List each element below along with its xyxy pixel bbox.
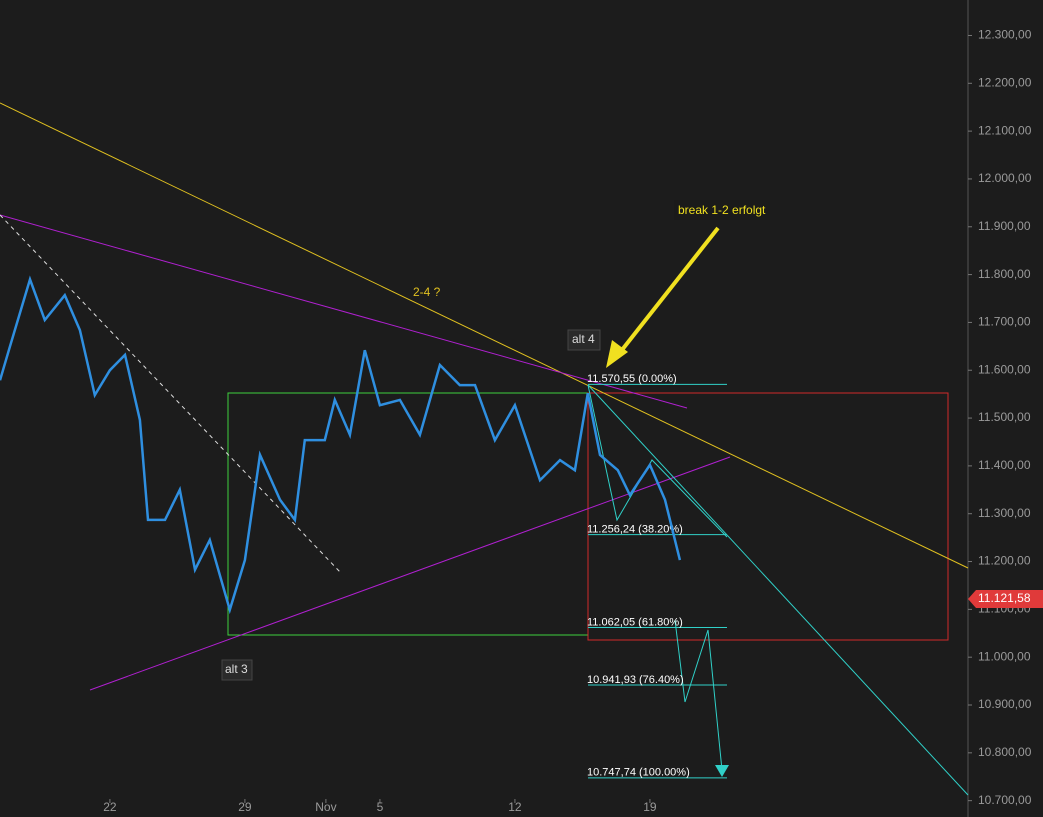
y-tick-label: 10.900,00 [978,697,1032,711]
y-tick-label: 12.000,00 [978,171,1032,185]
annotation: alt 3 [225,662,248,676]
y-tick-label: 11.600,00 [978,362,1031,376]
y-tick-label: 12.200,00 [978,75,1032,89]
y-tick-label: 11.700,00 [978,315,1031,329]
fib-label: 10.747,74 (100.00%) [587,767,690,779]
arrow-head [606,340,628,368]
annotation-box [567,329,601,351]
red-box [587,392,949,641]
arrow [616,226,720,357]
y-tick-label: 11.000,00 [978,649,1031,663]
x-tick-label: Nov [315,800,336,814]
y-tick-label: 12.300,00 [978,28,1032,42]
y-tick-label: 12.100,00 [978,123,1032,137]
last-price-label: 11.121,58 [978,591,1031,605]
trendline [0,102,969,569]
trendline [0,214,688,409]
projection [674,619,723,771]
x-tick-label: 29 [238,800,252,814]
x-tick-label: 5 [377,800,384,814]
fib-label: 11.256,24 (38.20%) [587,524,683,536]
fib-label: 11.062,05 (61.80%) [587,616,683,628]
x-tick-label: 12 [508,800,522,814]
annotation: 2-4 ? [413,285,441,299]
y-tick-label: 11.300,00 [978,506,1031,520]
annotation-box [674,200,770,220]
y-tick-label: 11.200,00 [978,554,1031,568]
annotation: break 1-2 erfolgt [678,203,766,217]
channel-line [587,384,969,796]
trendline [0,214,341,573]
x-tick-label: 19 [643,800,657,814]
annotation-box [221,659,253,681]
annotation: alt 4 [572,332,595,346]
x-tick-label: 22 [103,800,117,814]
y-tick-label: 11.800,00 [978,267,1031,281]
y-tick-label: 11.500,00 [978,410,1031,424]
y-tick-label: 10.800,00 [978,745,1032,759]
y-tick-label: 10.700,00 [978,793,1032,807]
y-tick-label: 11.400,00 [978,458,1031,472]
trendline [89,456,731,691]
last-price-box [968,590,1043,609]
price-line [0,275,682,615]
y-tick-label: 11.900,00 [978,219,1031,233]
fib-label: 11.570,55 (0.00%) [587,373,677,385]
fib-label: 10.941,93 (76.40%) [587,674,684,686]
arrow-head [715,765,729,777]
